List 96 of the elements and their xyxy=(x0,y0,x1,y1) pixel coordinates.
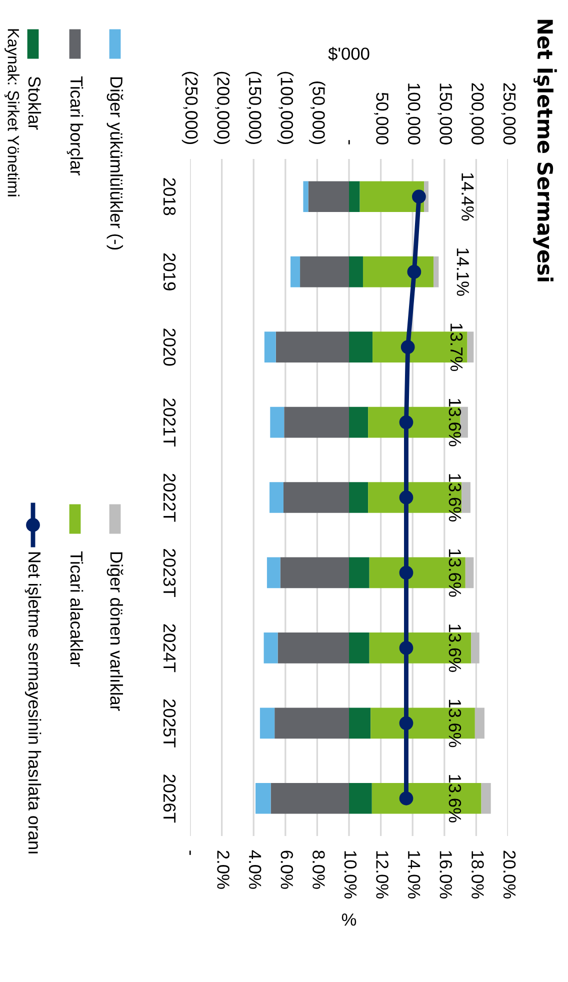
x-axis-title: $'000 xyxy=(328,46,370,61)
data-label: 14.1% xyxy=(456,248,469,296)
bar xyxy=(434,256,439,288)
x2-tick-label: 20.0% xyxy=(503,850,516,898)
bar xyxy=(349,782,372,814)
point xyxy=(399,716,414,730)
legend-label: Diğer dönen varlıklar xyxy=(106,552,124,711)
chart-title: Net İşletme Sermayesi xyxy=(533,20,557,282)
legend-label: Net işletme sermayesinin hasılata oranı xyxy=(24,552,42,854)
bar xyxy=(349,708,371,739)
x-tick-label: (250,000) xyxy=(182,72,198,144)
x2-tick-label: 6.0% xyxy=(280,850,294,889)
bar xyxy=(260,708,275,739)
bar xyxy=(424,181,428,212)
point xyxy=(412,190,426,204)
bar xyxy=(308,181,349,212)
bar xyxy=(462,482,470,513)
bar xyxy=(264,632,278,664)
data-label: 13.6% xyxy=(448,624,462,672)
point xyxy=(399,415,414,430)
bar xyxy=(256,782,271,814)
x-tick-label: (50,000) xyxy=(309,82,326,144)
x-tick-label: (200,000) xyxy=(214,72,230,144)
x-tick-label: 50,000 xyxy=(374,92,388,144)
bar xyxy=(300,256,349,288)
bar xyxy=(349,632,370,664)
x-tick-label: (100,000) xyxy=(277,72,294,144)
y-tick-label: 2021T xyxy=(163,398,176,446)
x-tick-label: 250,000 xyxy=(501,83,516,144)
bar xyxy=(278,632,349,664)
x2-tick-label: 8.0% xyxy=(312,850,325,889)
bar xyxy=(460,406,468,438)
bar xyxy=(266,557,280,588)
data-label: 13.7% xyxy=(450,324,463,372)
data-label: 13.6% xyxy=(448,775,462,822)
data-label: 13.6% xyxy=(448,474,462,522)
x-tick-label: - xyxy=(348,140,350,144)
legend-label: Diğer yükümlülükler (-) xyxy=(106,77,124,250)
bar xyxy=(280,557,349,588)
point xyxy=(400,340,415,354)
bar xyxy=(481,782,491,814)
bar xyxy=(349,256,363,288)
legend-label: Stoklar xyxy=(28,76,42,130)
bar xyxy=(264,332,276,362)
x2-tick-label: 4.0% xyxy=(248,850,262,889)
x-tick-label: 150,000 xyxy=(438,84,452,144)
data-label: 13.6% xyxy=(448,700,462,748)
data-label: 13.6% xyxy=(448,398,462,446)
x-tick-label: 200,000 xyxy=(469,83,484,144)
x2-tick-label: 10.0% xyxy=(344,851,357,898)
bar xyxy=(349,332,373,362)
x-tick-label: (150,000) xyxy=(246,72,262,144)
bar xyxy=(284,406,349,438)
data-label: 13.6% xyxy=(448,549,462,597)
text: Kaynak: Şirket Yönetimi xyxy=(4,29,20,196)
y-tick-label: 2025T xyxy=(163,699,176,748)
y-tick-label: 2024T xyxy=(163,624,176,672)
bar xyxy=(349,181,360,212)
bar xyxy=(270,482,284,513)
y-tick-label: 2020 xyxy=(163,328,176,366)
bar xyxy=(349,406,368,438)
y-tick-label: 2026T xyxy=(163,774,176,823)
bar xyxy=(270,406,284,438)
bar xyxy=(303,181,308,212)
y-tick-label: 2019 xyxy=(163,253,176,290)
bar xyxy=(276,332,349,362)
legend-label: Ticari borçlar xyxy=(66,76,84,176)
bar xyxy=(274,708,349,739)
point xyxy=(399,566,414,580)
x2-tick-label: 16.0% xyxy=(440,851,452,898)
point xyxy=(399,490,414,504)
data-label: 14.4% xyxy=(462,173,474,221)
bar xyxy=(349,557,370,588)
legend-label: Ticari alacaklar xyxy=(70,551,84,667)
y-tick-label: 2018 xyxy=(163,178,176,216)
x2-tick-label: 14.0% xyxy=(408,851,420,898)
x2-axis-title: % xyxy=(342,914,356,926)
point xyxy=(399,641,414,655)
x2-tick-label: 2.0% xyxy=(217,850,230,889)
x2-tick-label: 18.0% xyxy=(472,851,484,898)
y-tick-label: 2022T xyxy=(163,474,176,522)
bar xyxy=(474,708,484,739)
bar xyxy=(467,332,474,362)
y-tick-label: 2023T xyxy=(163,548,176,597)
point xyxy=(407,264,422,279)
bar xyxy=(349,482,368,513)
bar xyxy=(290,256,300,288)
x2-tick-label: - xyxy=(189,850,191,855)
bar xyxy=(471,632,480,664)
x2-tick-label: 12.0% xyxy=(376,851,388,898)
x-tick-label: 100,000 xyxy=(406,84,420,144)
bar xyxy=(270,782,349,814)
bar xyxy=(283,482,349,513)
point xyxy=(399,791,414,806)
bar xyxy=(465,557,474,588)
bar xyxy=(360,181,424,212)
